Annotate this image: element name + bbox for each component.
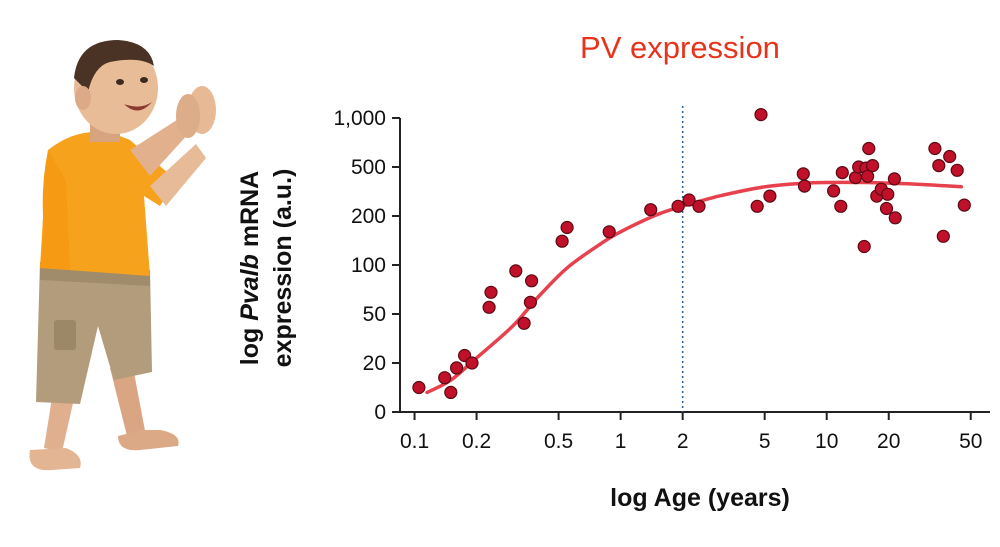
y-tick: 1,000	[333, 107, 400, 130]
y-axis-title-line-2: expression (a.u.)	[269, 169, 297, 368]
y-tick-label: 20	[363, 352, 386, 375]
data-point	[936, 229, 950, 243]
x-tick: 5	[759, 412, 771, 453]
data-points	[412, 107, 971, 399]
fit-curve	[425, 180, 964, 395]
y-tick-label: 0	[374, 401, 386, 424]
data-point	[517, 316, 531, 330]
data-point	[888, 211, 902, 225]
y-tick: 100	[351, 254, 400, 277]
y-tick: 50	[363, 303, 400, 326]
y-tick: 20	[363, 352, 400, 375]
x-tick-label: 0.1	[400, 430, 429, 453]
y-axis-title-gene: Pvalb	[236, 254, 264, 321]
x-tick-label: 10	[815, 430, 838, 453]
data-point	[524, 274, 539, 288]
data-point	[484, 285, 498, 299]
data-point	[750, 199, 764, 213]
data-point	[879, 201, 894, 216]
x-tick: 10	[815, 412, 838, 453]
x-tick: 0.5	[544, 412, 573, 453]
x-tick: 50	[959, 412, 982, 453]
data-point	[887, 172, 902, 186]
y-tick-label: 50	[363, 303, 386, 326]
x-tick-label: 5	[759, 430, 771, 453]
data-point	[444, 385, 458, 399]
data-point	[438, 371, 452, 385]
x-tick-label: 0.5	[544, 430, 573, 453]
data-point	[465, 356, 479, 370]
y-tick: 200	[351, 205, 400, 228]
data-point	[763, 189, 777, 203]
data-point	[523, 295, 538, 309]
chart-title: PV expression	[580, 30, 780, 65]
data-point	[862, 141, 876, 156]
data-point	[644, 203, 658, 217]
x-axis-ticks: 0.1 0.2 0.5 1 2 5 10 20 50	[400, 412, 982, 453]
data-point	[932, 159, 946, 173]
data-point	[835, 166, 849, 180]
y-axis-title-line-1: log Pvalb mRNA	[236, 171, 264, 365]
x-tick: 1	[615, 412, 627, 453]
x-tick-label: 0.2	[462, 430, 491, 453]
y-tick: 0	[374, 401, 400, 424]
y-axis-title-suffix: mRNA	[236, 171, 264, 254]
y-tick-label: 200	[351, 205, 386, 228]
data-point	[881, 187, 895, 201]
x-tick-label: 20	[877, 430, 900, 453]
data-point	[943, 149, 957, 164]
y-tick-label: 500	[351, 156, 386, 179]
data-point	[682, 193, 696, 207]
data-point	[857, 239, 871, 254]
data-point	[450, 361, 464, 375]
y-axis-ticks: 0 20 50 100 200 500 1,000	[333, 107, 400, 424]
data-point	[509, 264, 523, 278]
y-axis-title-prefix: log	[236, 321, 264, 365]
data-point	[797, 179, 812, 193]
data-point	[555, 234, 569, 248]
x-tick: 0.1	[400, 412, 429, 453]
data-point	[692, 199, 706, 213]
toddler-photo	[29, 40, 216, 471]
data-point	[671, 199, 685, 213]
data-point	[826, 184, 841, 198]
data-point	[928, 141, 942, 156]
y-tick-label: 1,000	[333, 107, 386, 130]
x-tick-label: 50	[959, 430, 982, 453]
x-tick: 20	[877, 412, 900, 453]
data-point	[560, 220, 574, 235]
y-tick: 500	[351, 156, 400, 179]
data-point	[860, 169, 875, 183]
data-point	[412, 380, 426, 395]
x-tick: 0.2	[462, 412, 491, 453]
data-point	[754, 107, 768, 122]
x-tick: 2	[677, 412, 689, 453]
x-axis-title: log Age (years)	[610, 484, 790, 512]
data-point	[957, 198, 971, 212]
x-tick-label: 2	[677, 430, 689, 453]
x-tick-label: 1	[615, 430, 627, 453]
data-point	[602, 225, 616, 239]
data-point	[834, 199, 848, 213]
data-point	[865, 159, 880, 173]
data-point	[950, 163, 964, 177]
y-tick-label: 100	[351, 254, 386, 277]
data-point	[796, 167, 810, 181]
data-point	[482, 300, 496, 314]
